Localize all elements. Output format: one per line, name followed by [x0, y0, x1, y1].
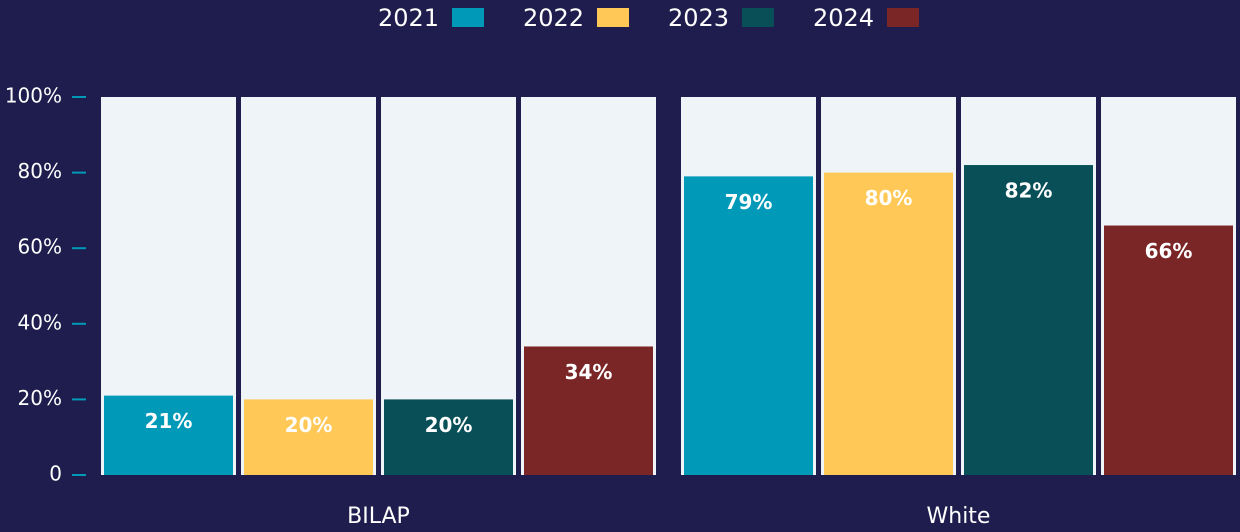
y-tick-label: 40% [18, 310, 62, 334]
y-tick-label: 0 [49, 462, 62, 486]
legend-swatch [452, 8, 484, 27]
data-label: 80% [865, 186, 913, 210]
legend-swatch [887, 8, 919, 27]
bar [964, 165, 1093, 476]
legend-label: 2024 [813, 4, 874, 32]
data-label: 79% [725, 190, 773, 214]
data-label: 21% [145, 409, 193, 433]
bar [824, 172, 953, 475]
bar [104, 395, 233, 475]
bar [244, 399, 373, 475]
bar [384, 399, 513, 475]
data-label: 20% [425, 413, 473, 437]
bar [1104, 225, 1233, 475]
bar [524, 346, 653, 475]
y-tick-label: 20% [18, 386, 62, 410]
data-label: 20% [285, 413, 333, 437]
x-tick-label: BILAP [347, 504, 410, 529]
bar [684, 176, 813, 475]
data-label: 82% [1005, 179, 1053, 203]
legend-label: 2022 [523, 4, 584, 32]
y-tick-label: 80% [18, 159, 62, 183]
legend-label: 2021 [378, 4, 439, 32]
legend-swatch [742, 8, 774, 27]
x-tick-label: White [927, 504, 991, 529]
legend-swatch [597, 8, 629, 27]
legend-label: 2023 [668, 4, 729, 32]
data-label: 66% [1145, 239, 1193, 263]
y-tick-label: 100% [5, 84, 62, 108]
y-tick-label: 60% [18, 235, 62, 259]
data-label: 34% [565, 360, 613, 384]
